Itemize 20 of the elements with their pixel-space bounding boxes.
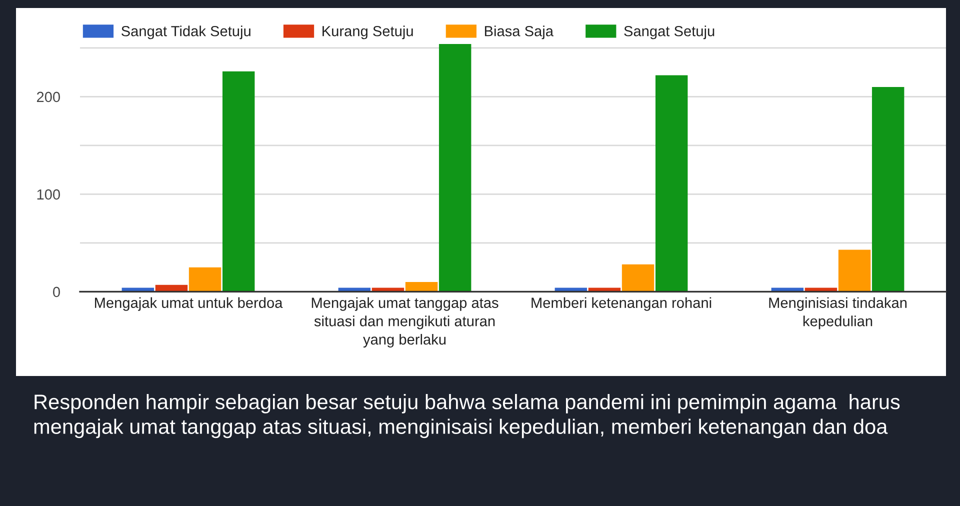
bar: [222, 71, 255, 292]
bar: [872, 86, 904, 292]
y-tick-label: 100: [37, 189, 60, 200]
x-tick-label: Mengajak umat tanggap atas situasi dan mengikuti aturan yang berlaku: [312, 297, 498, 348]
legend-label: Sangat Setuju: [624, 26, 714, 40]
x-tick-label: Menginisiasi tindakan kepedulian: [769, 297, 907, 330]
bar: [405, 282, 438, 292]
y-tick-label: 200: [36, 92, 60, 102]
legend-label: Biasa Saja: [484, 26, 554, 40]
x-tick-label: Mengajak umat untuk berdoa: [95, 297, 283, 311]
legend-label: Sangat Tidak Setuju: [121, 26, 250, 40]
x-tick-label: Memberi ketenangan rohani: [532, 297, 712, 311]
text: Responden hampir sebagian besar setuju bahwa selama pandemi ini pemimpin agama harus mengajak umat tanggap atas situasi, menginisaisi kepedulian, memberi ketenangan dan doa: [34, 394, 900, 438]
bar: [838, 250, 871, 292]
bar: [655, 75, 688, 292]
bar: [622, 264, 654, 292]
y-tick-label: 0: [53, 286, 60, 298]
bar: [188, 267, 222, 292]
legend-label: Kurang Setuju: [322, 26, 413, 40]
bar: [438, 44, 472, 292]
